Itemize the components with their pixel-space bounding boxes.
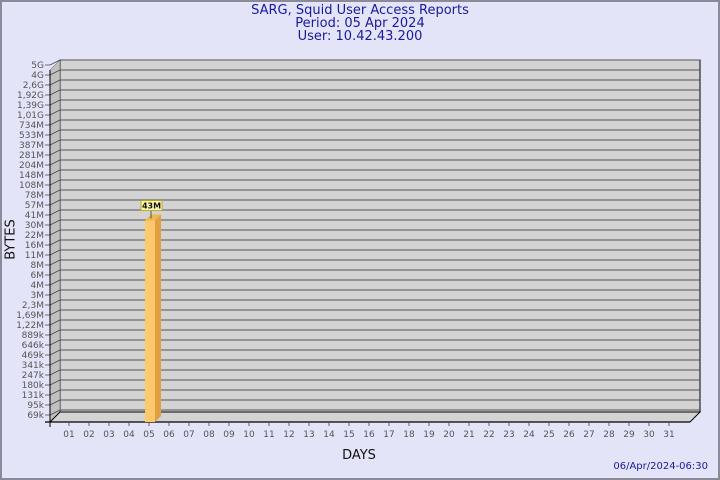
y-tick-label: 108M: [19, 181, 44, 191]
y-tick-label: 69k: [27, 411, 44, 421]
y-tick-label: 2,3M: [22, 301, 44, 311]
y-tick-label: 3M: [31, 291, 45, 301]
y-tick-label: 6M: [31, 271, 45, 281]
y-tick-label: 148M: [19, 171, 44, 181]
chart-title: SARG, Squid User Access Reports: [251, 3, 469, 18]
y-tick-label: 1,92G: [17, 91, 44, 101]
x-tick-label: 21: [463, 430, 474, 440]
y-tick-label: 1,39G: [17, 101, 44, 111]
x-tick-label: 04: [123, 430, 135, 440]
x-tick-label: 30: [643, 430, 655, 440]
bar-day-05: [145, 220, 155, 422]
footer-timestamp: 06/Apr/2024-06:30: [613, 461, 708, 472]
x-tick-label: 31: [663, 430, 674, 440]
y-tick-label: 30M: [25, 221, 44, 231]
y-tick-label: 4G: [31, 71, 44, 81]
y-tick-label: 4M: [31, 281, 45, 291]
x-tick-label: 18: [403, 430, 415, 440]
x-tick-label: 25: [543, 430, 554, 440]
x-tick-label: 23: [503, 430, 514, 440]
y-tick-label: 16M: [25, 241, 44, 251]
y-tick-label: 341k: [22, 361, 45, 371]
y-tick-label: 247k: [22, 371, 45, 381]
y-tick-label: 180k: [22, 381, 45, 391]
x-tick-label: 05: [143, 430, 154, 440]
x-tick-label: 17: [383, 430, 394, 440]
y-tick-label: 11M: [25, 251, 44, 261]
x-tick-label: 07: [183, 430, 194, 440]
x-tick-label: 06: [163, 430, 175, 440]
x-tick-label: 19: [423, 430, 435, 440]
y-tick-label: 734M: [19, 121, 44, 131]
x-tick-label: 13: [303, 430, 314, 440]
plot-back-wall: [59, 59, 701, 413]
y-tick-label: 22M: [25, 231, 44, 241]
x-tick-label: 28: [603, 430, 615, 440]
y-tick-label: 387M: [19, 141, 44, 151]
bar-top: [145, 214, 161, 221]
y-tick-label: 1,69M: [16, 311, 44, 321]
chart-user: User: 10.42.43.200: [297, 29, 423, 44]
y-tick-label: 1,01G: [17, 111, 44, 121]
y-tick-label: 1,22M: [16, 321, 44, 331]
x-tick-label: 01: [63, 430, 74, 440]
y-tick-label: 469k: [22, 351, 45, 361]
y-tick-label: 131k: [22, 391, 45, 401]
y-tick-label: 2,6G: [23, 81, 44, 91]
y-tick-label: 204M: [19, 161, 44, 171]
x-tick-label: 10: [243, 430, 255, 440]
bar-side: [155, 214, 161, 422]
x-tick-label: 15: [343, 430, 354, 440]
y-tick-label: 8M: [31, 261, 45, 271]
y-tick-label: 889k: [22, 331, 45, 341]
y-tick-label: 5G: [31, 61, 44, 71]
x-tick-label: 24: [523, 430, 535, 440]
x-tick-label: 02: [83, 430, 94, 440]
x-tick-label: 11: [263, 430, 274, 440]
x-tick-label: 20: [443, 430, 455, 440]
y-tick-label: 95k: [27, 401, 44, 411]
x-tick-label: 22: [483, 430, 494, 440]
y-tick-label: 78M: [25, 191, 44, 201]
x-tick-label: 16: [363, 430, 375, 440]
chart-period: Period: 05 Apr 2024: [295, 16, 425, 31]
x-tick-label: 14: [323, 430, 335, 440]
x-tick-label: 03: [103, 430, 114, 440]
x-tick-label: 26: [563, 430, 575, 440]
x-tick-label: 29: [623, 430, 635, 440]
y-tick-label: 646k: [22, 341, 45, 351]
data-label-box: [140, 200, 163, 212]
y-tick-label: 41M: [25, 211, 44, 221]
y-tick-mark: [45, 59, 61, 66]
x-tick-label: 09: [223, 430, 235, 440]
y-tick-label: 281M: [19, 151, 44, 161]
x-tick-label: 27: [583, 430, 594, 440]
x-axis-label: DAYS: [342, 448, 376, 463]
x-tick-label: 08: [203, 430, 215, 440]
y-tick-label: 57M: [25, 201, 44, 211]
x-tick-label: 12: [283, 430, 294, 440]
data-label: 43M: [142, 202, 161, 211]
y-axis-label: BYTES: [3, 219, 19, 260]
y-tick-label: 533M: [19, 131, 44, 141]
